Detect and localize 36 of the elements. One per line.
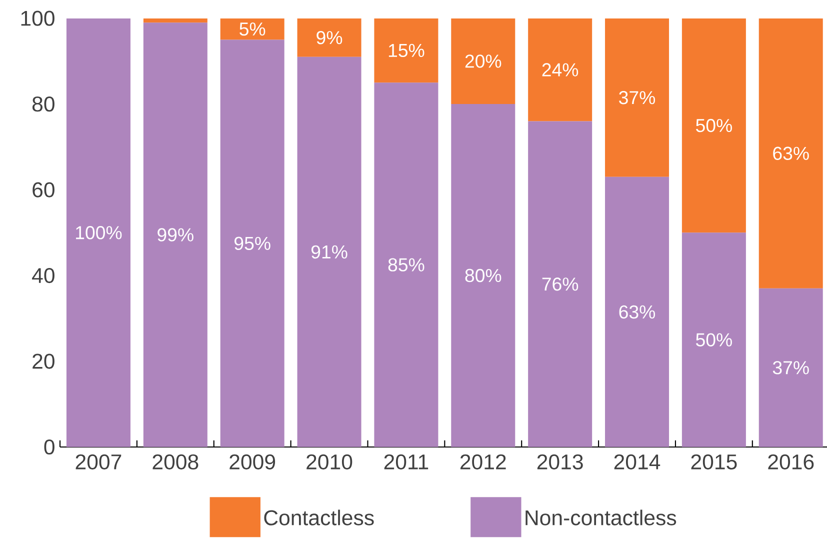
data-label: 15% — [388, 44, 424, 58]
data-label: 24% — [542, 63, 578, 76]
data-label: 9% — [316, 30, 342, 44]
legend-label: Contactless — [264, 510, 374, 526]
data-label: 91% — [311, 245, 348, 259]
data-label: 37% — [772, 361, 809, 374]
x-tick-label: 2007 — [76, 454, 122, 470]
x-tick-label: 2012 — [460, 454, 506, 470]
y-tick-label: 80 — [32, 96, 54, 112]
x-tick-label: 2009 — [230, 454, 276, 470]
data-label: 85% — [388, 258, 424, 272]
data-label: 76% — [542, 277, 578, 291]
x-tick-label: 2010 — [306, 454, 352, 470]
data-label: 5% — [240, 22, 266, 36]
x-tick-label: 2015 — [691, 454, 737, 470]
y-tick-label: 20 — [32, 354, 54, 369]
y-tick-label: 0 — [44, 439, 54, 455]
data-label: 100% — [76, 226, 122, 240]
data-label: 50% — [696, 333, 732, 346]
data-label: 80% — [465, 268, 502, 282]
x-tick-label: 2016 — [768, 454, 814, 470]
x-tick-label: 2014 — [614, 454, 660, 470]
x-tick-label: 2011 — [384, 454, 428, 470]
data-label: 95% — [234, 236, 270, 250]
data-label: 50% — [696, 118, 732, 132]
y-tick-label: 40 — [32, 268, 54, 284]
y-tick-label: 100 — [21, 10, 54, 26]
x-tick-label: 2008 — [152, 454, 198, 470]
data-label: 99% — [158, 228, 194, 242]
data-label: 37% — [619, 91, 656, 104]
y-tick-label: 60 — [32, 182, 54, 198]
data-label: 63% — [619, 305, 656, 319]
data-label: 63% — [773, 146, 809, 160]
x-tick-label: 2013 — [537, 454, 583, 470]
data-label: 20% — [465, 54, 502, 68]
legend-label: Non-contactless — [526, 510, 676, 526]
